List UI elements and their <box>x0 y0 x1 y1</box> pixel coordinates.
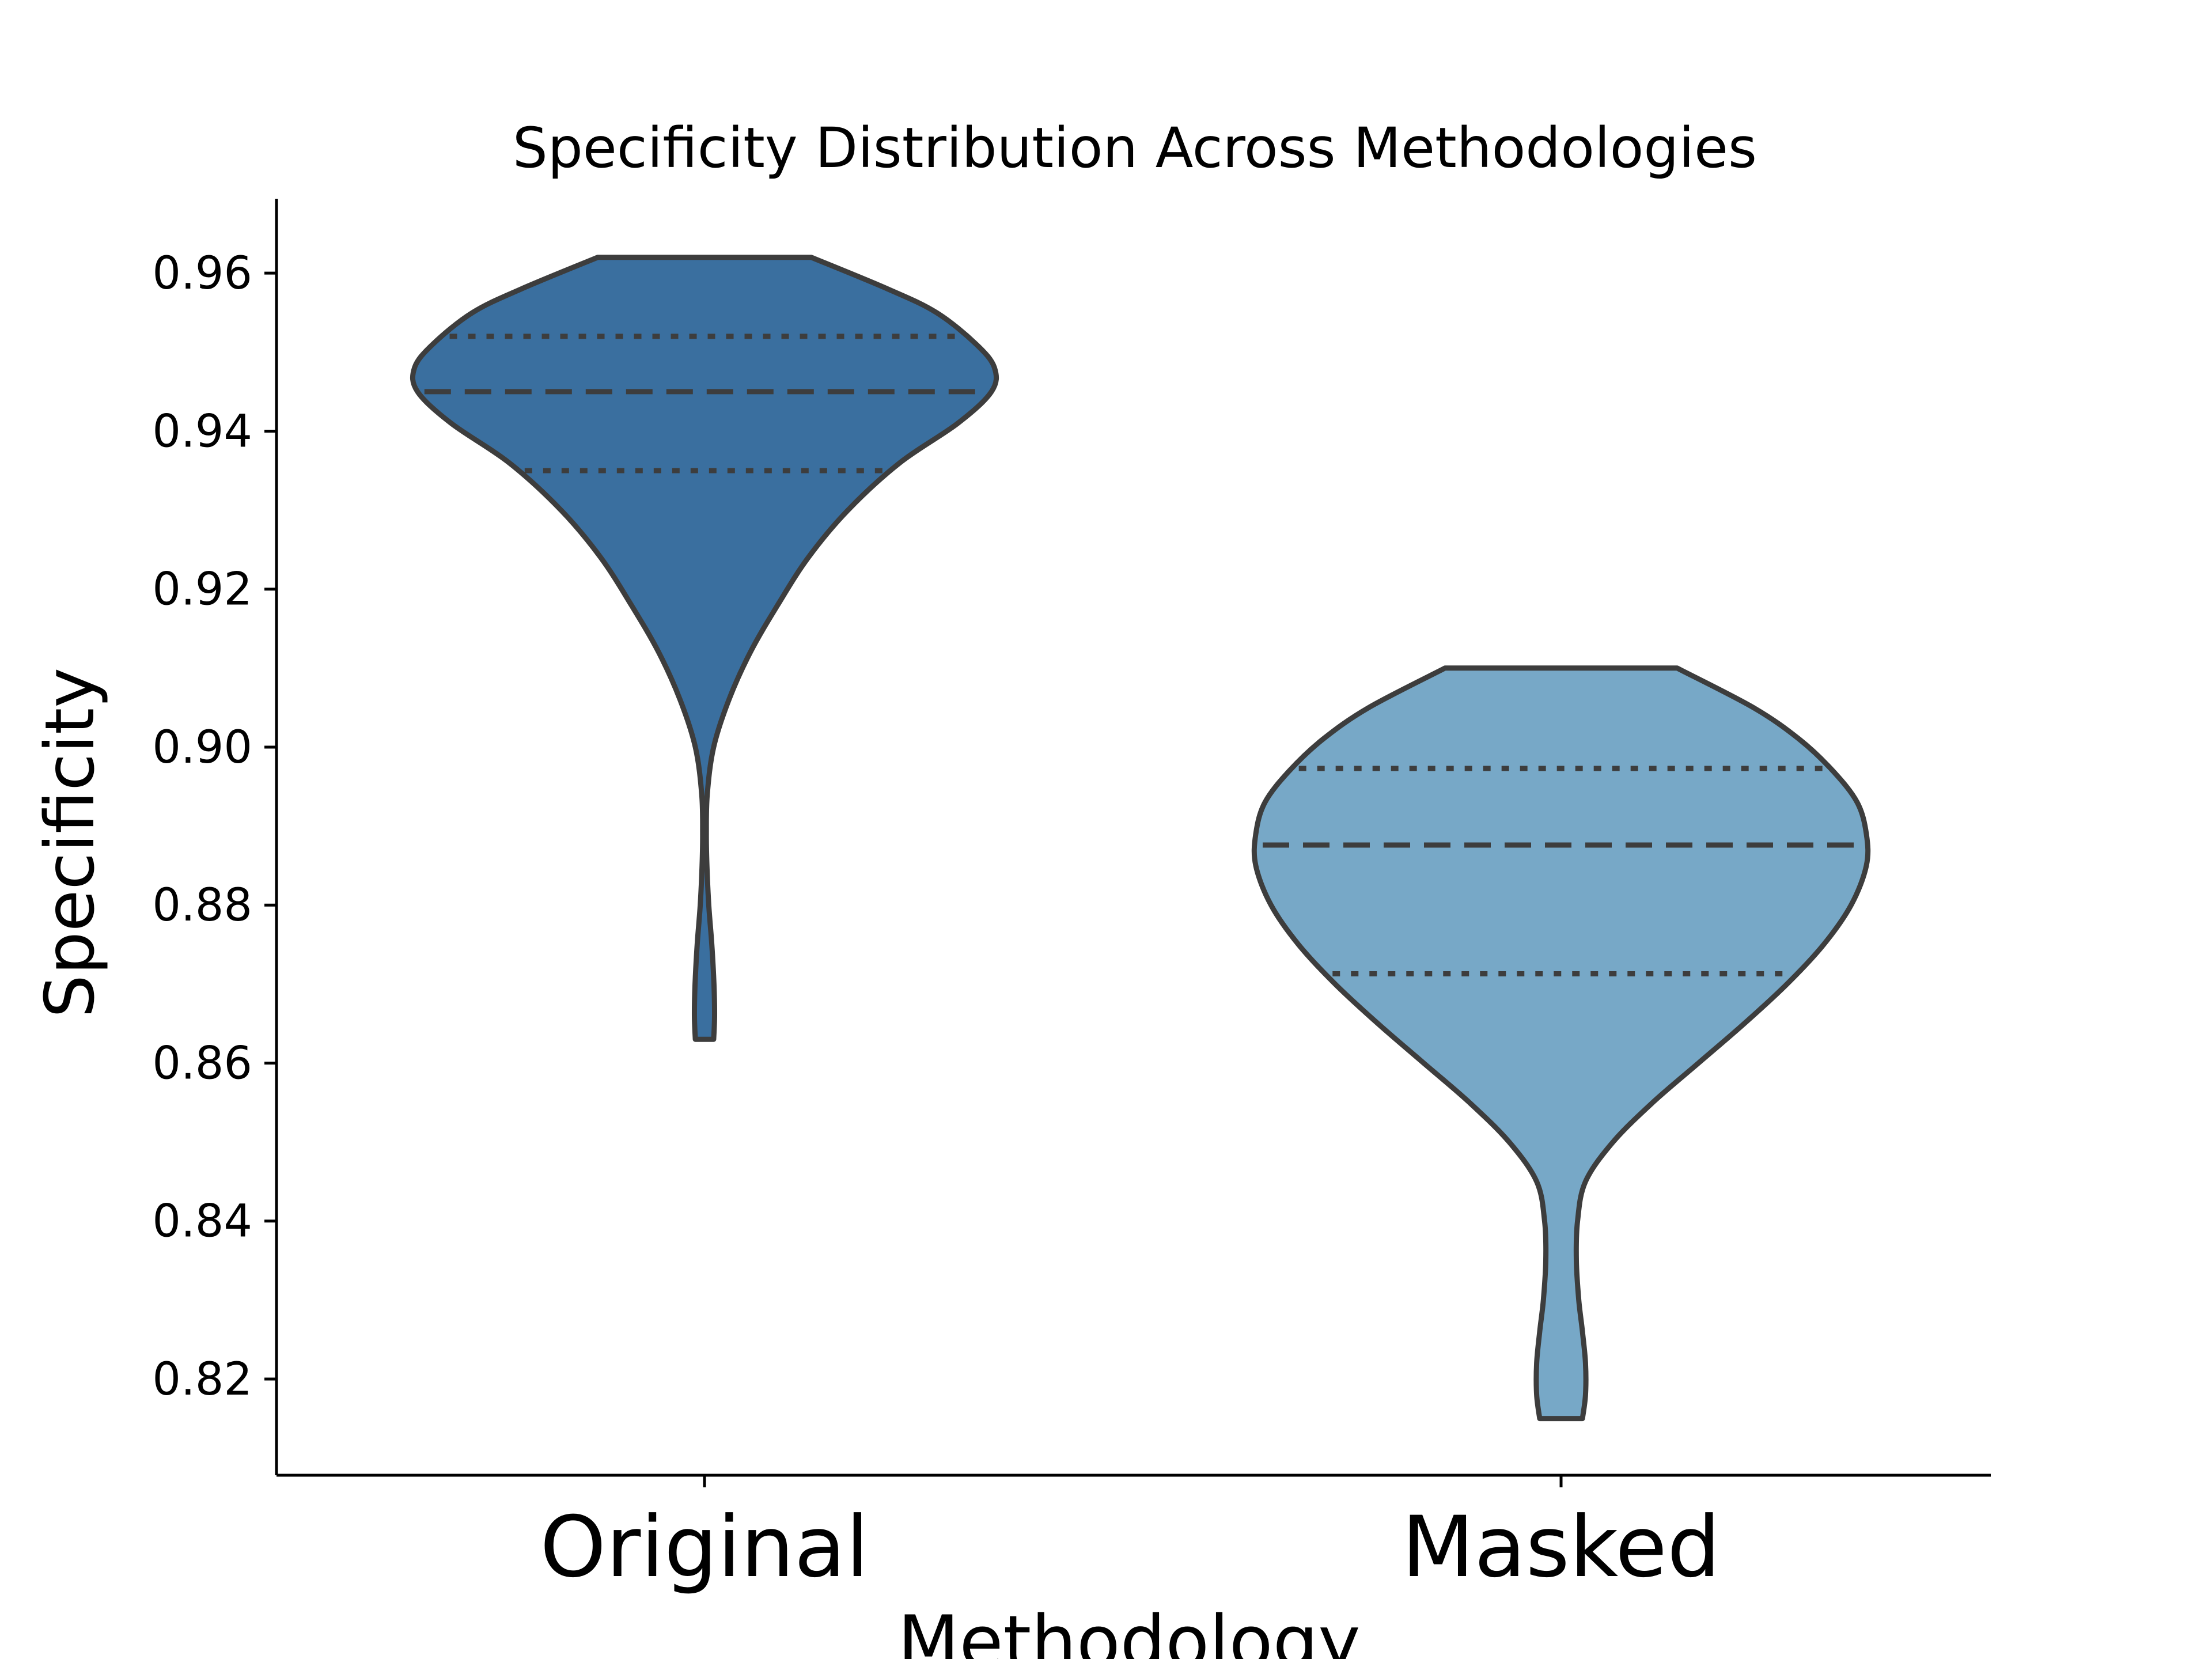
x-tick-label-original: Original <box>540 1498 869 1596</box>
x-axis-label: Methodology <box>897 1601 1360 1659</box>
y-tick-label: 0.82 <box>152 1354 252 1406</box>
x-axis-ticks: Original Masked <box>540 1475 1721 1596</box>
quartile-lines-layer <box>424 334 1859 977</box>
y-tick-label: 0.92 <box>152 564 252 616</box>
y-tick-label: 0.86 <box>152 1037 252 1089</box>
chart-title: Specificity Distribution Across Methodol… <box>513 116 1757 180</box>
violin-original <box>410 255 999 1042</box>
violin-masked <box>1251 665 1871 1422</box>
violins-layer <box>410 255 1871 1422</box>
y-tick-label: 0.90 <box>152 722 252 774</box>
y-tick-label: 0.96 <box>152 248 252 300</box>
y-axis-label: Specificity <box>30 668 109 1018</box>
y-axis-ticks: 0.82 0.84 0.86 0.88 0.90 0.92 0.94 0.96 <box>152 248 276 1406</box>
y-tick-label: 0.84 <box>152 1196 252 1248</box>
x-tick-label-masked: Masked <box>1402 1498 1720 1596</box>
y-tick-label: 0.88 <box>152 880 252 931</box>
y-tick-label: 0.94 <box>152 406 252 457</box>
